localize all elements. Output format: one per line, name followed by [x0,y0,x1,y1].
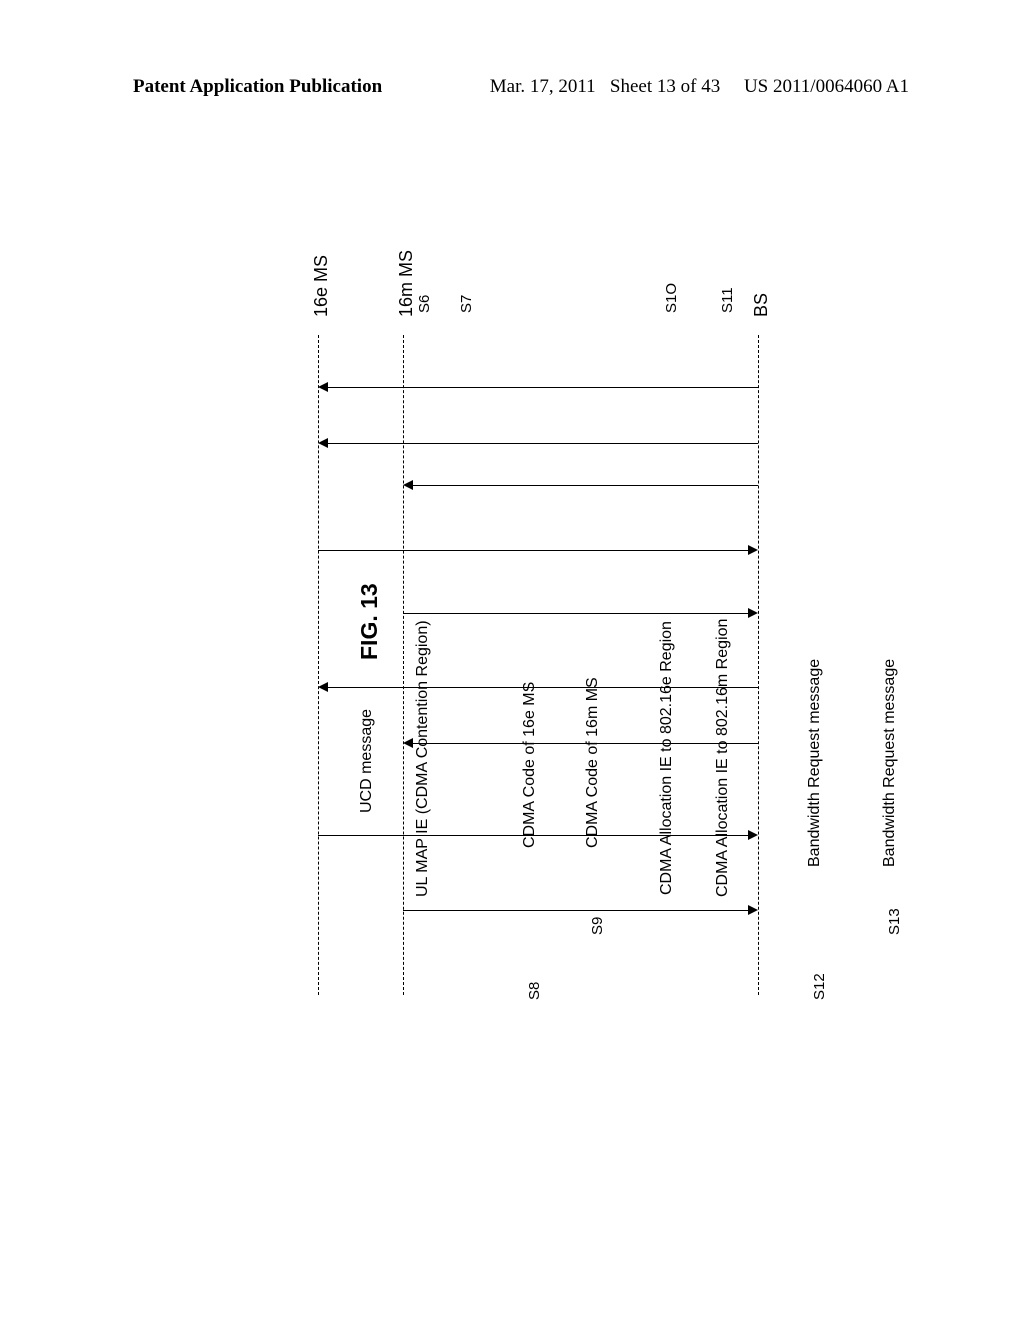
arrowhead-s7 [403,480,413,490]
step-s6: S6 [416,295,433,313]
arrow-cdma16m [403,613,750,614]
lane-bs [758,335,759,995]
step-s10: S1O [663,283,680,313]
arrow-cdma16e [318,550,750,551]
lane-16e-ms [318,335,319,995]
entity-label-bs: BS [751,293,772,317]
arrow-bwreq-e [318,835,750,836]
header-pubnum: US 2011/0064060 A1 [744,76,909,97]
msg-bwreq-e: Bandwidth Request message [806,659,824,867]
entity-label-16m-ms: 16m MS [396,250,417,317]
lane-16m-ms [403,335,404,995]
arrow-bwreq-m [403,910,750,911]
arrowhead-cdma16m [748,608,758,618]
step-s13: S13 [886,908,903,935]
arrow-alloc16e [326,687,758,688]
msg-ucd: UCD message [358,709,376,813]
step-s8: S8 [526,982,543,1000]
step-s9: S9 [589,917,606,935]
msg-cdma16m: CDMA Code of 16m MS [584,677,602,848]
entity-label-16e-ms: 16e MS [311,255,332,317]
msg-bwreq-m: Bandwidth Request message [881,659,899,867]
arrowhead-bwreq-e [748,830,758,840]
msg-cdma16e: CDMA Code of 16e MS [521,682,539,848]
arrowhead-ulmap [318,438,328,448]
arrowhead-cdma16e [748,545,758,555]
arrowhead-alloc16e [318,682,328,692]
step-s7: S7 [458,295,475,313]
arrow-ulmap [326,443,758,444]
step-s11: S11 [719,287,736,313]
arrowhead-bwreq-m [748,905,758,915]
header-left: Patent Application Publication [133,76,382,98]
sequence-diagram: 16e MS 16m MS BS UCD message UL MAP IE (… [318,335,758,995]
arrow-alloc16m [411,743,758,744]
msg-alloc16m: CDMA Allocation IE to 802.16m Region [714,619,732,897]
header-date: Mar. 17, 2011 [490,76,596,97]
header-right: Mar. 17, 2011 Sheet 13 of 43 US 2011/006… [490,76,909,98]
step-s12: S12 [811,973,828,1000]
header-sheet: Sheet 13 of 43 [610,76,720,97]
arrowhead-ucd [318,382,328,392]
page-header: Patent Application Publication Mar. 17, … [0,76,1024,98]
arrow-ucd [326,387,758,388]
msg-alloc16e: CDMA Allocation IE to 802.16e Region [658,621,676,895]
msg-ulmap: UL MAP IE (CDMA Contention Region) [414,620,432,897]
arrowhead-alloc16m [403,738,413,748]
arrow-s7 [411,485,758,486]
